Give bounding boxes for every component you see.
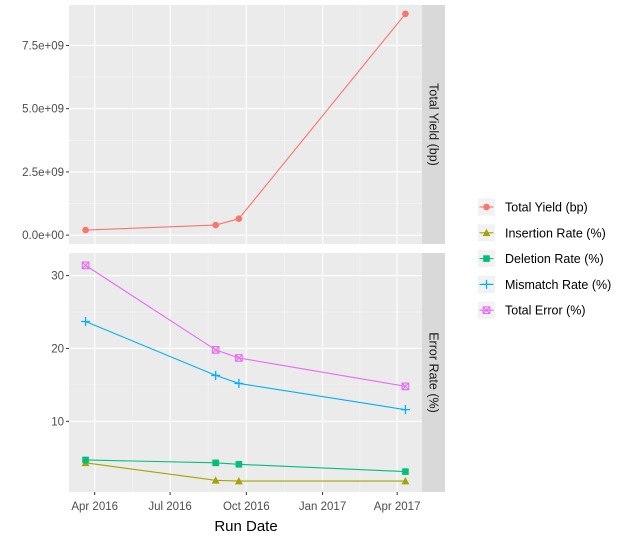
data-point — [401, 476, 410, 485]
data-point — [402, 10, 409, 18]
data-point — [235, 354, 243, 362]
y-tick-label: 2.5e+09 — [22, 167, 64, 179]
data-point — [211, 370, 221, 380]
data-point — [235, 215, 243, 223]
data-point — [401, 382, 410, 391]
legend-item: Total Error (%) — [478, 301, 586, 319]
x-axis: Apr 2016 Jul 2016 Oct 2016 Jan 2017 Apr 2017 — [71, 492, 420, 513]
x-tick-label: Apr 2017 — [374, 501, 421, 513]
x-tick-label: Jan 2017 — [299, 501, 346, 513]
series-line — [85, 459, 406, 473]
data-point — [234, 378, 244, 388]
facet-panel: 10 20 30 Error Rate (%) — [51, 253, 445, 492]
legend-key-marker — [483, 255, 490, 262]
series-line — [85, 264, 406, 387]
series-line — [85, 13, 406, 231]
data-point — [81, 316, 91, 326]
data-point — [212, 221, 219, 229]
facet-strip-label: Total Yield (bp) — [427, 83, 441, 166]
y-tick-label: 20 — [51, 343, 64, 355]
legend-label: Insertion Rate (%) — [505, 226, 606, 240]
legend-key-marker — [482, 228, 491, 237]
legend-label: Total Error (%) — [505, 304, 586, 318]
data-point — [211, 476, 220, 484]
x-tick-label: Jul 2016 — [148, 501, 191, 513]
data-point — [234, 476, 243, 485]
facet-strip — [422, 253, 445, 492]
data-point — [235, 461, 243, 468]
x-tick-label: Oct 2016 — [223, 501, 270, 513]
x-axis-title: Run Date — [214, 518, 277, 535]
data-point — [81, 261, 90, 270]
y-tick-label: 5.0e+09 — [22, 104, 64, 116]
legend-key-marker — [483, 203, 490, 211]
facet-strip — [422, 5, 445, 244]
series-line — [85, 462, 406, 482]
y-tick-label: 10 — [51, 416, 64, 428]
x-tick-label: Apr 2016 — [71, 501, 118, 513]
y-tick-label: 7.5e+09 — [22, 40, 64, 52]
data-point — [400, 405, 410, 415]
legend-key-marker — [482, 279, 491, 289]
data-point — [212, 459, 219, 467]
data-point — [82, 226, 89, 234]
legend-item: Deletion Rate (%) — [478, 250, 604, 268]
facet-strip-label: Error Rate (%) — [427, 332, 441, 413]
legend-key-marker — [482, 306, 491, 315]
series-line — [85, 320, 406, 411]
legend-label: Mismatch Rate (%) — [505, 278, 611, 292]
data-point — [211, 346, 220, 354]
legend: Total Yield (bp) Insertion Rate (%) Deleti… — [478, 198, 611, 319]
data-point — [82, 456, 89, 464]
legend-label: Deletion Rate (%) — [505, 252, 604, 266]
legend-item: Mismatch Rate (%) — [478, 275, 611, 293]
panels: 0.0e+00 2.5e+09 5.0e+09 7.5e+09 Total Yield … — [22, 5, 445, 492]
data-point — [402, 468, 409, 475]
legend-label: Total Yield (bp) — [505, 201, 588, 215]
y-tick-label: 0.0e+00 — [22, 230, 64, 242]
panel-background — [69, 5, 422, 244]
y-tick-label: 30 — [51, 271, 64, 283]
facet-panel: 0.0e+00 2.5e+09 5.0e+09 7.5e+09 Total Yield … — [22, 5, 445, 244]
legend-item: Total Yield (bp) — [478, 198, 588, 216]
legend-item: Insertion Rate (%) — [478, 224, 606, 242]
